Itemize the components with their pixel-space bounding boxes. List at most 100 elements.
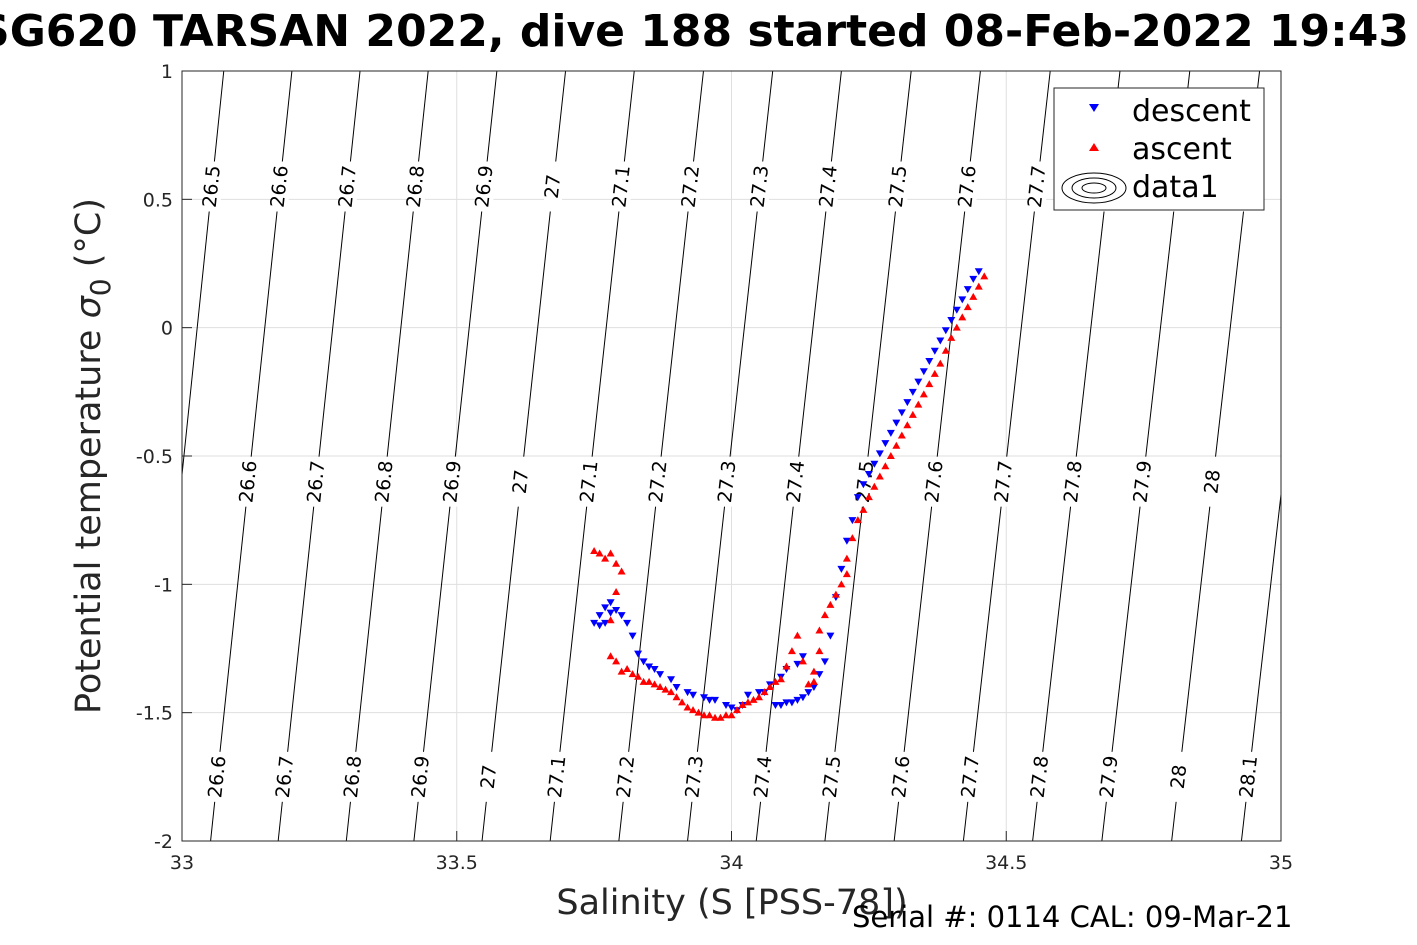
x-tick-label: 33.5 [436,852,478,874]
isopycnal-label-mask [338,161,357,212]
isopycnal-label: 27.1 [544,755,570,799]
descent-point [936,337,945,345]
isopycnal-label-mask [1133,456,1152,507]
descent-point [809,684,818,691]
descent-point [672,684,681,691]
descent-point [897,409,906,417]
descent-point [754,689,763,697]
isopycnal-label-mask [411,751,430,802]
isopycnal-label-mask [786,456,805,507]
descent-point [601,619,610,627]
descent-point [903,399,912,407]
ascent-point [765,683,774,690]
isopycnal-label-mask [375,456,394,507]
isopycnal-label: 26.6 [204,755,230,799]
ascent-point [776,675,785,683]
serial-cal-footer: Serial #: 0114 CAL: 09-Mar-21 [852,900,1293,934]
ascent-point [749,695,758,703]
isopycnal-line [1240,490,1281,841]
descent-point [908,388,917,396]
ascent-point [952,323,961,331]
isopycnal-label-mask [718,456,737,507]
descent-point [645,663,654,671]
descent-point [815,671,824,679]
y-axis-label-unit: (°C) [69,198,109,278]
ascent-point [974,282,983,290]
ascent-point [809,677,818,685]
ascent-point [639,677,648,685]
ascent-point [815,626,824,634]
descent-point [930,347,939,355]
descent-point [612,607,621,614]
ascent-point [694,708,703,716]
x-tick-label: 34.5 [985,852,1027,874]
ascent-point [831,590,840,598]
descent-point [974,268,983,276]
descent-point [711,696,720,704]
ascent-point [650,680,659,688]
descent-point [914,378,923,386]
legend: descent ascent data1 [1053,87,1265,211]
descent-point [820,658,829,666]
isopycnal-label-mask [270,161,289,212]
descent-point [595,622,604,630]
y-tick-label: -0.5 [136,446,173,468]
isopycnal-label-mask [681,161,700,212]
descent-point [590,619,599,627]
ascent-point [760,688,769,696]
descent-point [919,368,928,376]
descent-point [798,694,807,702]
ascent-point [656,683,665,690]
ascent-point [623,665,632,673]
ascent-point [716,713,725,721]
isopycnal-label: 27 [477,764,501,790]
legend-box [1053,87,1265,211]
isopycnal-label-mask [1239,751,1258,802]
ascent-point [661,685,670,693]
isopycnal-label-mask [925,456,944,507]
descent-point [606,609,615,617]
descent-point [595,612,604,620]
isopycnal-label: 27.7 [957,755,984,800]
isopycnal-label: 26.8 [371,459,397,503]
isopycnal-label-mask [754,751,773,802]
ascent-point [601,554,610,562]
descent-point [650,666,659,674]
ascent-point [683,703,692,711]
descent-point [722,701,731,709]
ascent-point [798,657,807,665]
y-tick-label: 0.5 [143,189,173,211]
isopycnal-label-mask [512,456,531,507]
isopycnal-label: 27.2 [645,459,671,503]
isopycnal-label-mask [961,751,980,802]
ascent-point [936,359,945,367]
x-axis: 33 33.5 34 34.5 35 [170,831,1293,874]
ascent-point [886,452,895,459]
isopycnal-label: 26.7 [335,164,361,208]
ascent-point [848,534,857,542]
ascent-point [925,380,934,388]
isopycnal-label: 27.6 [921,459,948,503]
ascent-point [842,554,851,562]
isopycnal-label: 26.5 [199,164,225,208]
isopycnal-label: 28.1 [1236,755,1263,800]
descent-point [952,306,961,314]
descent-point [639,658,648,666]
ascent-point [930,369,939,377]
ascent-point [815,647,824,655]
isopycnal-label: 27.9 [1096,755,1123,800]
ascent-point [914,400,923,408]
descent-point [842,537,851,545]
descent-point [689,691,698,699]
ascent-point [612,588,621,596]
descent-point [727,704,736,712]
isopycnal-label: 26.6 [235,459,261,503]
isopycnal-label: 27.1 [576,459,602,503]
ascent-point [820,611,829,619]
isopycnal-label: 28 [1167,764,1192,791]
ascent-point [606,549,615,557]
x-tick-label: 33 [170,852,194,874]
isopycnal-label-mask [443,456,462,507]
isopycnal-label: 26.8 [403,164,429,208]
y-tick-label: 1 [161,61,173,83]
